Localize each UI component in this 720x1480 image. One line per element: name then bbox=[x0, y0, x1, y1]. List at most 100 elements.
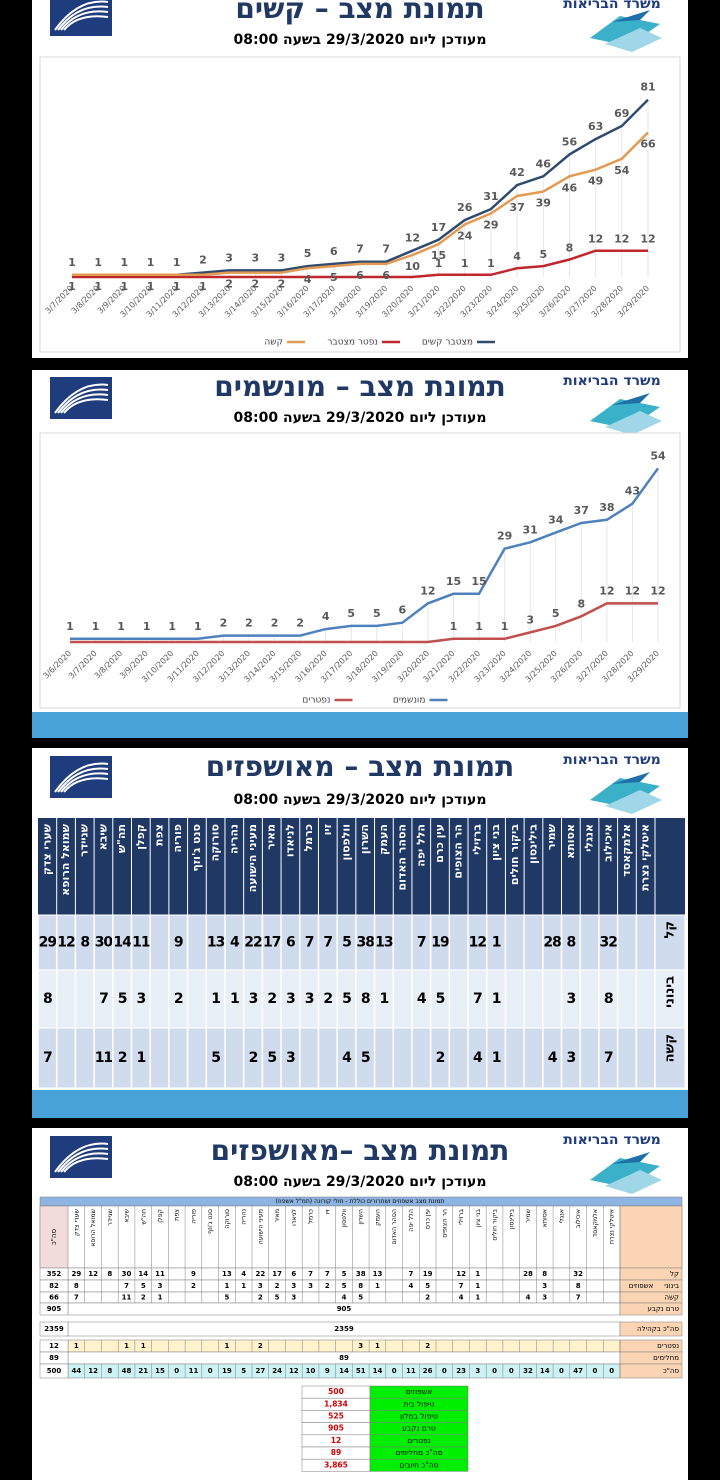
group-label: אשפוזים bbox=[629, 1282, 654, 1290]
table-cell: 10 bbox=[306, 1367, 316, 1375]
brand: משרד הבריאות bbox=[563, 373, 661, 389]
table-cell: 0 bbox=[592, 1367, 597, 1375]
summary-label: אשפוזים bbox=[406, 1387, 432, 1396]
column-header: שערי צדק bbox=[40, 823, 53, 875]
summary-value: 905 bbox=[328, 1424, 344, 1433]
table-cell: 11 bbox=[155, 1270, 165, 1278]
column-header: אלמקאסד bbox=[620, 824, 633, 877]
summary-label: טרם נקבע bbox=[402, 1424, 436, 1433]
data-label: 1 bbox=[147, 256, 155, 269]
emblem-stroke bbox=[60, 10, 109, 31]
table-cell: 6 bbox=[291, 1270, 296, 1278]
table-cell: 3 bbox=[136, 991, 145, 1007]
data-label: 7 bbox=[382, 243, 390, 256]
row-total: 905 bbox=[47, 1305, 62, 1313]
table-cell: 13 bbox=[373, 1270, 383, 1278]
table-cell: 11 bbox=[406, 1367, 416, 1375]
table-cell: 4 bbox=[548, 1050, 558, 1066]
series-line bbox=[70, 602, 658, 644]
data-label: 15 bbox=[431, 249, 446, 262]
column-header: השרון bbox=[358, 824, 371, 854]
table-cell: 1 bbox=[475, 1270, 480, 1278]
table-cell: 7 bbox=[408, 1270, 413, 1278]
row-total: 12 bbox=[49, 1342, 59, 1350]
table-cell: 5 bbox=[241, 1367, 246, 1375]
column-header: איכילוב bbox=[575, 1209, 582, 1228]
column-header: צפת bbox=[174, 1209, 181, 1221]
data-label: 5 bbox=[552, 607, 560, 620]
table-cell: 3 bbox=[566, 991, 575, 1007]
data-label: 3 bbox=[278, 251, 286, 264]
data-label: 1 bbox=[168, 620, 176, 633]
column-header: איכילוב bbox=[601, 824, 614, 862]
summary-label: טיפול בית bbox=[404, 1399, 435, 1408]
header-row bbox=[38, 818, 685, 915]
column-header: הר הצופים bbox=[441, 1209, 448, 1238]
column-header: פוריה bbox=[190, 1209, 197, 1224]
table-cell: 8 bbox=[107, 1270, 112, 1278]
table-cell: 2 bbox=[425, 1342, 430, 1350]
row-label: מחלימים bbox=[653, 1354, 679, 1362]
data-label: 1 bbox=[117, 620, 125, 633]
table-cell: 22 bbox=[255, 1270, 265, 1278]
data-label: 3 bbox=[251, 251, 259, 264]
data-label: 4 bbox=[304, 273, 312, 286]
table-row bbox=[67, 1339, 621, 1353]
data-label: 39 bbox=[536, 197, 551, 210]
column-header: בילינסון bbox=[526, 824, 539, 864]
table-cell: 3 bbox=[566, 1050, 575, 1066]
summary-value: 12 bbox=[331, 1436, 341, 1445]
row-total: 352 bbox=[47, 1270, 62, 1278]
column-header: ביקור חולים bbox=[492, 1209, 499, 1241]
summary-value: 525 bbox=[328, 1412, 344, 1421]
table-cell: 5 bbox=[436, 991, 445, 1007]
data-label: 1 bbox=[199, 280, 207, 293]
data-label: 8 bbox=[577, 597, 585, 610]
ministry-logo bbox=[612, 1152, 650, 1164]
table-cell: 4 bbox=[526, 1294, 531, 1302]
row-label: טרם נקבע bbox=[647, 1305, 679, 1313]
summary-label: סה"כ חיובים bbox=[399, 1460, 438, 1469]
table-cell: 3 bbox=[475, 1367, 480, 1375]
column-header: עין כרם bbox=[433, 824, 446, 863]
table-cell: 7 bbox=[43, 1050, 52, 1066]
table-cell: 7 bbox=[473, 991, 482, 1007]
table-cell: 1 bbox=[224, 1342, 229, 1350]
row-label: קשה bbox=[665, 1294, 680, 1302]
emblem-stroke bbox=[63, 777, 109, 793]
total-header: סה"כ bbox=[50, 1229, 58, 1245]
table-cell: 8 bbox=[358, 1282, 363, 1290]
column-header: ברזילי bbox=[458, 1209, 465, 1225]
data-label: 2 bbox=[220, 617, 228, 630]
table-cell: 4 bbox=[342, 1294, 347, 1302]
data-label: 12 bbox=[640, 233, 655, 246]
data-label: 2 bbox=[199, 254, 207, 267]
table-cell: 7 bbox=[323, 935, 332, 951]
table-cell: 48 bbox=[122, 1367, 132, 1375]
table-cell: 22 bbox=[244, 935, 262, 951]
column-header: העמק bbox=[377, 824, 390, 855]
data-label: 49 bbox=[588, 175, 603, 188]
data-label: 31 bbox=[483, 190, 498, 203]
table-cell: 11 bbox=[122, 1294, 132, 1302]
summary-label: סה"כ מחלימים bbox=[395, 1448, 442, 1457]
table-cell: 8 bbox=[576, 1282, 581, 1290]
summary-value: 3,865 bbox=[324, 1460, 348, 1469]
column-header: שמיר bbox=[525, 1208, 532, 1222]
table-cell: 14 bbox=[113, 935, 132, 951]
data-label: 38 bbox=[599, 501, 614, 514]
column-header: פוריה bbox=[171, 824, 184, 852]
table-cell: 1 bbox=[475, 1294, 480, 1302]
table-cell: 30 bbox=[95, 935, 114, 951]
row-total: 82 bbox=[49, 1282, 59, 1290]
slide-title: תמונת מצב – קשים bbox=[235, 0, 484, 25]
column-header: שמיר bbox=[545, 823, 558, 850]
table-cell: 3 bbox=[249, 991, 258, 1007]
table-cell: 11 bbox=[95, 1050, 113, 1066]
data-label: 1 bbox=[450, 620, 458, 633]
table-cell: 47 bbox=[573, 1367, 583, 1375]
table-cell: 1 bbox=[492, 1050, 501, 1066]
table-cell: 5 bbox=[342, 1282, 347, 1290]
data-label: 15 bbox=[471, 575, 486, 588]
slide-title: תמונת מצב – מונשמים bbox=[214, 370, 505, 403]
